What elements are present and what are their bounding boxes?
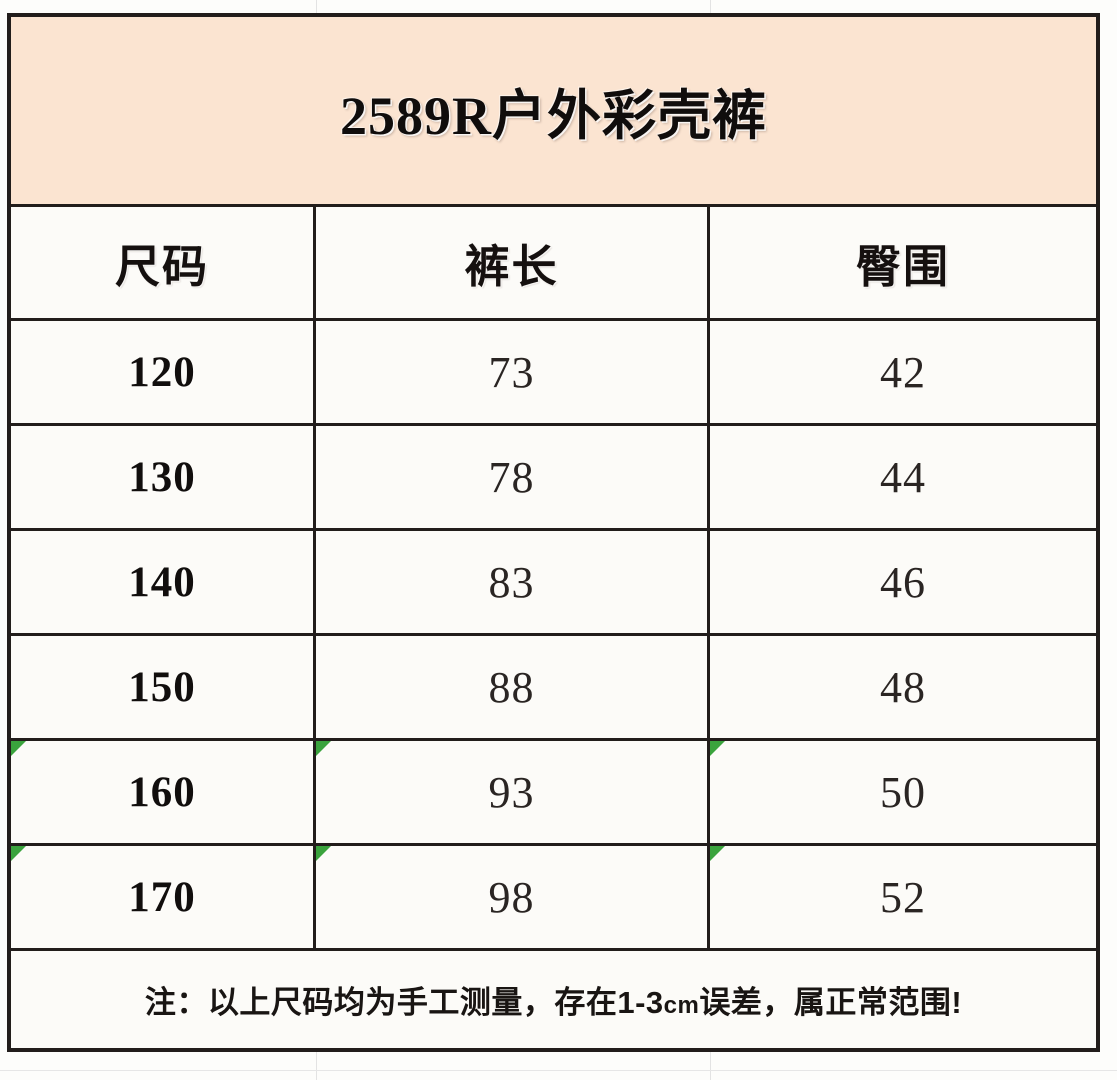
text-format-warning-icon [710, 741, 725, 756]
cell-hip: 44 [710, 426, 1096, 528]
table-header-row: 尺码 裤长 臀围 [11, 207, 1096, 321]
size-value: 130 [128, 453, 196, 501]
cell-size: 150 [11, 636, 316, 738]
column-header-size: 尺码 [11, 207, 316, 318]
cell-pants-length: 73 [316, 321, 710, 423]
table-row: 160 93 50 [11, 741, 1096, 846]
pants-length-value: 88 [488, 662, 535, 712]
hip-value: 48 [880, 662, 926, 712]
chart-title: 2589R户外彩壳裤 [340, 86, 767, 146]
column-header-pants-length: 裤长 [316, 207, 710, 318]
hip-value: 44 [880, 452, 926, 502]
pants-length-value: 73 [488, 347, 535, 397]
text-format-warning-icon [710, 846, 725, 861]
pants-length-value: 98 [488, 872, 535, 922]
cell-hip: 46 [710, 531, 1096, 633]
cell-size: 160 [11, 741, 316, 843]
cell-hip: 48 [710, 636, 1096, 738]
measurement-note-row: 注：以上尺码均为手工测量，存在1-3cm误差，属正常范围! [11, 951, 1096, 1048]
cell-size: 170 [11, 846, 316, 948]
pants-length-value: 83 [488, 557, 535, 607]
cell-hip: 50 [710, 741, 1096, 843]
cell-pants-length: 93 [316, 741, 710, 843]
chart-title-row: 2589R户外彩壳裤 [11, 17, 1096, 207]
hip-value: 50 [880, 767, 926, 817]
size-value: 140 [128, 558, 196, 606]
cell-pants-length: 98 [316, 846, 710, 948]
cell-pants-length: 88 [316, 636, 710, 738]
column-header-hip: 臀围 [710, 207, 1096, 318]
hip-value: 46 [880, 557, 926, 607]
cell-size: 140 [11, 531, 316, 633]
text-format-warning-icon [11, 741, 26, 756]
text-format-warning-icon [316, 741, 331, 756]
sheet-gridline-row-bottom [0, 1070, 1117, 1071]
text-format-warning-icon [11, 846, 26, 861]
cell-size: 130 [11, 426, 316, 528]
size-chart-table: 2589R户外彩壳裤 尺码 裤长 臀围 120 73 42 130 [7, 13, 1100, 1052]
size-value: 120 [128, 348, 196, 396]
table-row: 170 98 52 [11, 846, 1096, 951]
cell-size: 120 [11, 321, 316, 423]
measurement-note: 注：以上尺码均为手工测量，存在1-3cm误差，属正常范围! [145, 977, 962, 1022]
measurement-note-unit: cm [663, 992, 700, 1019]
cell-pants-length: 78 [316, 426, 710, 528]
hip-value: 42 [880, 347, 926, 397]
size-value: 160 [128, 768, 196, 816]
pants-length-value: 93 [488, 767, 535, 817]
size-value: 170 [128, 873, 196, 921]
hip-value: 52 [880, 872, 926, 922]
measurement-note-suffix: 误差，属正常范围! [699, 985, 963, 1020]
pants-length-value: 78 [488, 452, 535, 502]
cell-hip: 52 [710, 846, 1096, 948]
table-row: 140 83 46 [11, 531, 1096, 636]
table-row: 130 78 44 [11, 426, 1096, 531]
table-row: 150 88 48 [11, 636, 1096, 741]
size-value: 150 [128, 663, 196, 711]
table-row: 120 73 42 [11, 321, 1096, 426]
measurement-note-prefix: 注：以上尺码均为手工测量，存在1-3 [144, 985, 664, 1020]
text-format-warning-icon [316, 846, 331, 861]
cell-pants-length: 83 [316, 531, 710, 633]
cell-hip: 42 [710, 321, 1096, 423]
